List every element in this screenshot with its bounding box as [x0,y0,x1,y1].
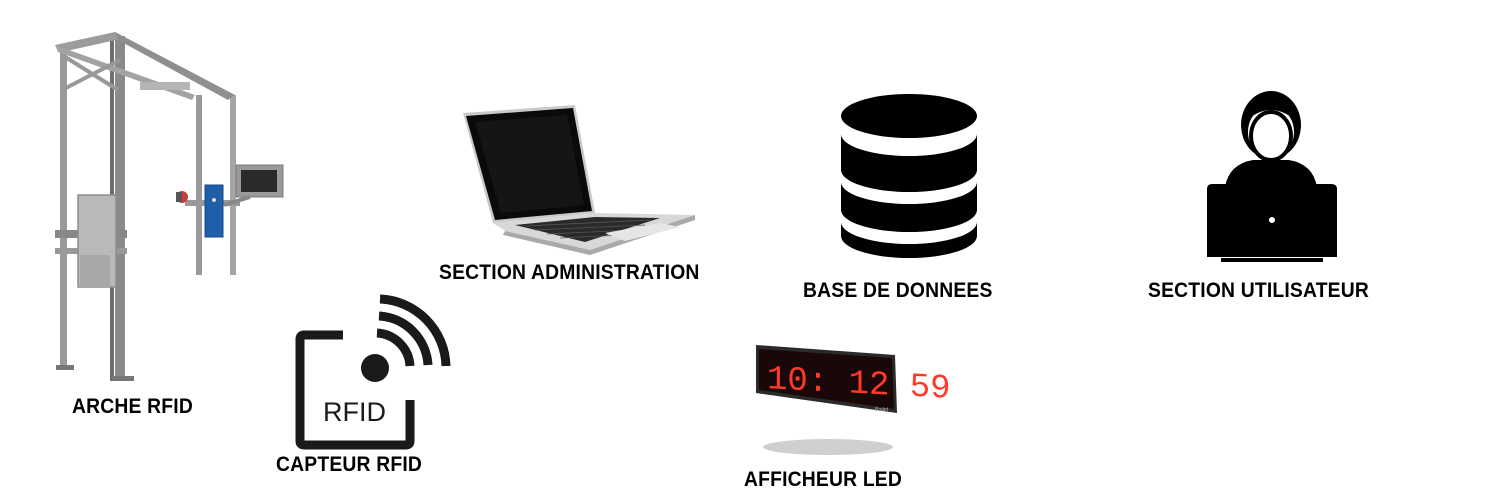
admin-label: SECTION ADMINISTRATION [439,261,700,284]
laptop-icon [463,105,695,255]
rfid-sensor-text: RFID [323,397,386,427]
led-display-icon: 10: 12 59 Bodet [756,345,951,455]
led-display-text: 10: 12 59 [767,361,951,409]
capteur-rfid-label: CAPTEUR RFID [276,453,423,476]
user-laptop-icon [1207,91,1337,262]
database-icon [841,94,977,258]
user-label: SECTION UTILISATEUR [1148,279,1370,302]
rfid-sensor-icon: RFID [295,294,451,450]
led-label: AFFICHEUR LED [744,468,903,491]
rfid-arch-icon [55,32,284,381]
arche-rfid-label: ARCHE RFID [72,395,193,418]
db-label: BASE DE DONNEES [803,279,993,302]
led-brand-text: Bodet [875,407,889,413]
